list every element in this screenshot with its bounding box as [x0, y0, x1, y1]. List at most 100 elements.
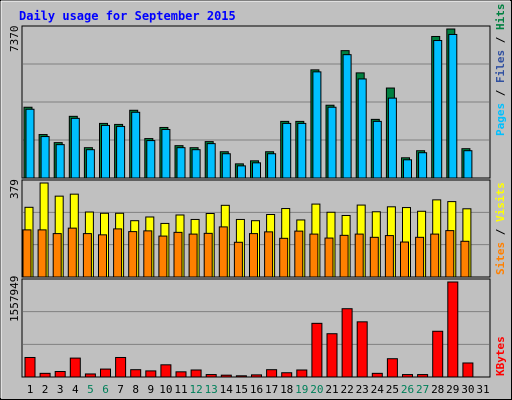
x-tick-label: 2: [42, 383, 49, 396]
bar-files: [297, 122, 307, 179]
bars-layer: [22, 28, 474, 378]
panel-kbytes: [21, 278, 491, 378]
bar-kbytes: [386, 358, 398, 378]
bar-files: [342, 54, 352, 179]
legend-sites-visits: Sites / Visits: [494, 182, 507, 275]
bar-kbytes: [24, 356, 36, 378]
x-tick-label: 22: [340, 383, 353, 396]
bar-kbytes: [251, 374, 262, 378]
bar-kbytes: [100, 368, 111, 378]
x-tick-label: 29: [446, 383, 459, 396]
x-tick-label: 13: [205, 383, 218, 396]
bar-kbytes: [296, 369, 308, 378]
bar-sites: [203, 232, 213, 278]
bar-files: [387, 97, 397, 179]
bar-kbytes: [69, 357, 81, 378]
x-tick-label: 14: [220, 383, 234, 396]
bar-sites: [52, 233, 62, 278]
x-tick-label: 1: [27, 383, 34, 396]
bar-files: [252, 162, 261, 179]
bar-sites: [158, 235, 168, 278]
bar-sites: [354, 233, 364, 278]
bar-sites: [218, 226, 228, 278]
x-axis-labels: 1 2 3 4 5 6 7 8 9 10 11 12 13 14 15 16 17 18 19 20 21 22 23 24 2…: [27, 383, 490, 396]
bar-kbytes: [39, 372, 51, 378]
bar-files: [357, 78, 367, 179]
bar-files: [463, 150, 473, 179]
bar-kbytes: [417, 374, 429, 378]
bar-kbytes: [175, 371, 187, 378]
bar-sites: [22, 229, 32, 278]
grid-lines: [23, 63, 489, 345]
legend-pages: Pages: [494, 103, 507, 136]
legend-files: Files: [494, 50, 507, 83]
bar-kbytes: [281, 372, 293, 378]
chart-title: Daily usage for September 2015: [19, 9, 236, 23]
x-tick-label: 23: [356, 383, 369, 396]
bar-kbytes: [160, 364, 172, 378]
bar-kbytes: [84, 373, 96, 378]
legend-sep-3: /: [494, 222, 507, 242]
bar-kbytes: [145, 370, 157, 378]
bar-sites: [324, 237, 334, 278]
bar-sites: [279, 237, 289, 278]
bar-kbytes: [266, 369, 278, 378]
bar-kbytes: [54, 371, 66, 378]
bar-sites: [294, 230, 304, 278]
bar-files: [101, 124, 110, 179]
bar-files: [40, 136, 50, 179]
legend-sep-2: /: [494, 30, 507, 50]
x-tick-label: 25: [386, 383, 399, 396]
bar-sites: [37, 229, 47, 278]
bar-kbytes: [205, 374, 217, 378]
bar-sites: [309, 233, 319, 278]
bar-files: [146, 140, 156, 179]
x-tick-label: 17: [265, 383, 278, 396]
bar-files: [418, 152, 428, 179]
legend-sites: Sites: [494, 242, 507, 275]
x-tick-label: 21: [325, 383, 338, 396]
y-max-label-visits: 379: [8, 179, 21, 199]
bar-files: [70, 117, 80, 179]
x-tick-label: 8: [132, 383, 139, 396]
x-tick-label: 24: [371, 383, 385, 396]
x-tick-label: 6: [102, 383, 109, 396]
bar-sites: [249, 233, 258, 278]
bar-sites: [143, 230, 153, 278]
x-tick-label: 16: [250, 383, 263, 396]
bar-kbytes: [447, 281, 459, 378]
bar-kbytes: [356, 321, 368, 378]
bar-sites: [188, 233, 198, 278]
bar-files: [206, 143, 216, 179]
legend-kbytes: KBytes: [494, 336, 507, 376]
bar-files: [236, 165, 246, 179]
legend-sep-1: /: [494, 83, 507, 103]
bar-files: [176, 147, 186, 179]
bar-files: [448, 33, 458, 179]
bar-sites: [98, 234, 107, 278]
bar-kbytes: [326, 333, 338, 378]
bar-sites: [233, 241, 243, 278]
bar-sites: [415, 236, 425, 278]
legend-hits: Hits: [494, 4, 507, 31]
bar-files: [372, 120, 382, 179]
bar-files: [25, 108, 35, 179]
bar-files: [191, 149, 201, 179]
bar-sites: [113, 228, 123, 278]
bar-sites: [82, 233, 92, 278]
bar-sites: [445, 230, 455, 278]
x-tick-label: 15: [235, 383, 248, 396]
bar-kbytes: [432, 330, 444, 378]
x-tick-label: 10: [159, 383, 172, 396]
bar-kbytes: [235, 375, 247, 378]
y-max-label-kbytes: 1557949: [8, 276, 21, 322]
bar-files: [312, 71, 322, 179]
legend-visits: Visits: [494, 182, 507, 222]
x-tick-label: 27: [416, 383, 429, 396]
bar-kbytes: [462, 362, 474, 378]
bar-kbytes: [115, 356, 127, 378]
bar-files: [131, 111, 141, 179]
x-tick-label: 28: [431, 383, 444, 396]
bar-files: [221, 153, 231, 179]
bar-files: [433, 40, 443, 179]
